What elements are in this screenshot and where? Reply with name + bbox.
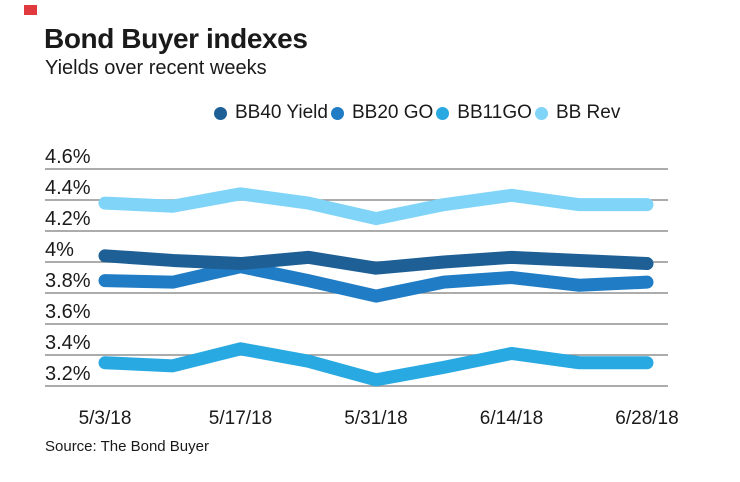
x-axis-label: 5/31/18 [344,408,407,429]
legend-label-bb11go: BB11GO [457,102,532,123]
chart-legend: BB40 Yield BB20 GO BB11GO BB Rev [214,102,623,124]
legend-label-bb40-yield: BB40 Yield [235,102,328,123]
chart-title: Bond Buyer indexes [44,23,308,54]
y-axis-label: 3.6% [45,301,91,323]
series-line-bb40-yield [98,249,654,275]
x-axis-label: 6/28/18 [615,408,678,429]
legend-label-bb20-go: BB20 GO [351,102,434,123]
legend-label-bb-rev: BB Rev [555,102,621,123]
y-axis-label: 4.2% [45,208,91,230]
series-line-bb20-go [98,260,654,303]
x-axis-label: 5/3/18 [79,408,132,429]
legend-dot-bb20-go [330,106,344,120]
source-attribution: Source: The Bond Buyer [45,438,209,455]
y-axis-label: 4.4% [45,177,91,199]
x-axis-label: 6/14/18 [480,408,543,429]
y-axis-label: 3.8% [45,270,91,292]
series-line-bb-rev [98,187,654,226]
legend-dot-bb40-yield [214,106,227,120]
legend-item-bb11go: BB11GO [436,102,532,124]
x-axis-label: 5/17/18 [209,408,272,429]
legend-dot-bb-rev [534,106,548,120]
legend-item-bb-rev: BB Rev [534,102,621,124]
y-axis-label: 4.6% [45,146,91,168]
y-axis-label: 3.2% [45,363,91,385]
brand-accent-mark [24,5,37,15]
series-line-bb11go [98,342,654,387]
y-axis-label: 3.4% [45,332,91,354]
y-axis-label: 4% [45,239,74,261]
legend-item-bb40-yield: BB40 Yield [214,102,328,124]
legend-item-bb20-go: BB20 GO [330,102,434,124]
chart-subtitle: Yields over recent weeks [45,57,267,79]
legend-dot-bb11go [436,106,450,120]
